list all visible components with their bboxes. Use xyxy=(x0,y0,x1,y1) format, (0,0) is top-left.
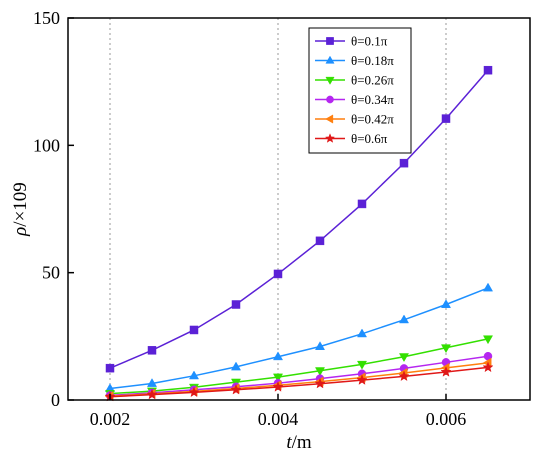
data-point xyxy=(188,370,200,380)
legend-marker xyxy=(325,76,335,85)
data-point xyxy=(314,377,326,389)
y-tick-label: 50 xyxy=(42,263,60,283)
data-point xyxy=(230,361,242,371)
data-point xyxy=(189,325,199,335)
legend-item: θ=0.26π xyxy=(315,73,394,88)
data-point xyxy=(482,335,494,345)
data-point xyxy=(146,388,158,400)
y-tick-label: 150 xyxy=(33,8,60,28)
legend-label: θ=0.6π xyxy=(351,131,388,146)
legend: θ=0.1π θ=0.18π θ=0.26π θ=0.34π θ=0.42π θ=0.6π xyxy=(308,27,412,154)
legend-marker xyxy=(326,95,334,104)
data-point xyxy=(357,199,367,209)
data-point xyxy=(398,314,410,324)
data-point xyxy=(315,236,325,246)
series-line xyxy=(109,366,489,398)
data-point xyxy=(440,299,452,308)
data-point xyxy=(273,269,283,279)
data-point xyxy=(398,353,410,363)
legend-label: θ=0.34π xyxy=(351,92,394,107)
legend-label: θ=0.1π xyxy=(351,34,388,49)
data-point xyxy=(188,386,200,398)
legend-item: θ=0.34π xyxy=(315,92,394,107)
series-line xyxy=(109,69,489,369)
data-point xyxy=(398,370,410,382)
legend-marker xyxy=(324,133,336,143)
y-tick-label: 0 xyxy=(51,390,60,410)
series-line xyxy=(109,287,489,390)
data-point xyxy=(399,158,409,168)
data-point xyxy=(231,300,241,309)
gridlines xyxy=(109,18,447,400)
series-1 xyxy=(105,65,493,373)
legend-box xyxy=(308,27,412,154)
data-point xyxy=(147,346,157,355)
data-point xyxy=(440,344,452,354)
series-line xyxy=(109,355,489,397)
data-point xyxy=(356,328,368,338)
legend-item: θ=0.6π xyxy=(315,131,388,146)
data-point xyxy=(272,351,284,361)
data-point xyxy=(482,361,494,373)
data-point xyxy=(272,373,284,383)
data-point xyxy=(482,282,494,292)
legend-item: θ=0.42π xyxy=(315,112,394,127)
data-point xyxy=(356,374,368,385)
data-point xyxy=(105,363,115,373)
data-point xyxy=(356,360,368,370)
legend-marker xyxy=(325,55,335,64)
series-layer xyxy=(104,65,494,402)
data-point xyxy=(314,367,326,377)
series-line xyxy=(109,338,489,395)
x-tick-label: 0.002 xyxy=(90,409,131,429)
data-point xyxy=(146,378,158,387)
data-point xyxy=(272,381,284,392)
plot-frame xyxy=(67,17,531,401)
data-point xyxy=(440,366,452,377)
series-line xyxy=(109,362,489,397)
y-tick-label: 100 xyxy=(33,135,60,155)
data-point xyxy=(441,114,451,123)
legend-item: θ=0.1π xyxy=(315,34,388,49)
legend-item: θ=0.18π xyxy=(315,53,394,68)
x-axis-title: t/m xyxy=(286,432,312,453)
series-4 xyxy=(105,351,493,400)
axis-ticks: 0.002 0.004 0.006 0 50 100 150 xyxy=(33,8,466,429)
data-point xyxy=(483,65,493,75)
legend-label: θ=0.42π xyxy=(351,112,394,127)
legend-label: θ=0.18π xyxy=(351,53,394,68)
data-point xyxy=(314,341,326,350)
y-axis-title: ρ/×109 xyxy=(10,182,31,237)
data-point xyxy=(230,383,242,395)
series-2 xyxy=(104,282,494,392)
x-tick-label: 0.006 xyxy=(426,409,467,429)
legend-marker xyxy=(326,37,334,45)
legend-marker xyxy=(325,114,334,124)
x-tick-label: 0.004 xyxy=(258,409,299,429)
legend-label: θ=0.26π xyxy=(351,73,394,88)
